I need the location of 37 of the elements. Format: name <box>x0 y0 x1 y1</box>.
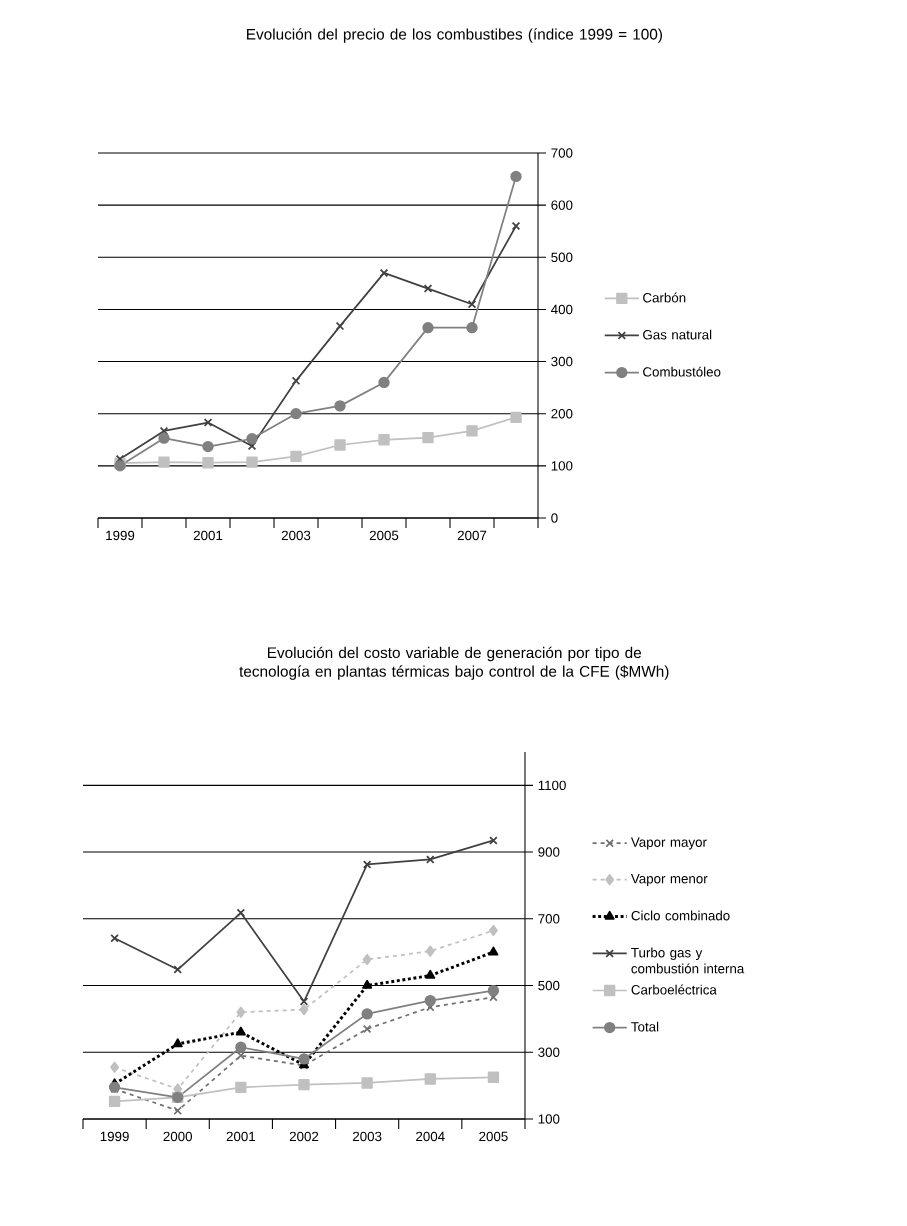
y-tick-label: 100 <box>551 461 573 471</box>
chart-title: Evolución del costo variable de generación por tipo de tecnología en plantas térmicas bajo control de la CFE ($MWh) <box>239 646 669 680</box>
y-tick-label: 1100 <box>538 780 566 791</box>
x-tick-label: 2003 <box>352 1131 382 1142</box>
x-tick-label: 2005 <box>479 1131 508 1142</box>
x-tick-label: 2004 <box>416 1131 445 1142</box>
legend-label: Ciclo combinado <box>631 910 730 921</box>
y-tick-label: 600 <box>551 200 573 210</box>
y-tick-label: 900 <box>538 847 560 857</box>
x-tick-label: 2002 <box>289 1131 319 1142</box>
x-tick-label: 2005 <box>369 530 399 541</box>
x-tick-label: 1999 <box>106 530 135 541</box>
x-tick-label: 2007 <box>457 530 487 541</box>
legend-label: Total <box>631 1021 659 1032</box>
y-tick-label: 0 <box>551 513 558 523</box>
legend-label: Gas natural <box>643 329 712 340</box>
y-tick-label: 700 <box>551 148 573 158</box>
y-tick-label: 200 <box>551 408 573 419</box>
legend-label: Vapor mayor <box>630 837 707 850</box>
y-tick-label: 400 <box>551 304 573 315</box>
x-tick-label: 2003 <box>281 530 311 541</box>
chart-title: Evolución del precio de los combustibes (índice 1999 = 100) <box>247 28 662 43</box>
x-tick-label: 1999 <box>100 1131 129 1142</box>
legend-label: Combustóleo <box>643 366 721 377</box>
legend-label: Turbo gas y combustión interna <box>631 947 745 974</box>
legend-label: Vapor menor <box>630 874 708 887</box>
x-tick-label: 2000 <box>163 1131 193 1142</box>
x-tick-label: 2001 <box>226 1131 256 1142</box>
y-tick-label: 100 <box>538 1114 560 1124</box>
y-tick-label: 300 <box>551 356 573 367</box>
legend-label: Carboeléctrica <box>631 984 717 995</box>
y-tick-label: 500 <box>551 252 573 262</box>
legend-label: Carbón <box>643 292 686 303</box>
y-tick-label: 700 <box>538 914 560 924</box>
y-tick-label: 300 <box>538 1047 560 1057</box>
y-tick-label: 500 <box>538 980 560 991</box>
x-tick-label: 2001 <box>193 530 223 541</box>
